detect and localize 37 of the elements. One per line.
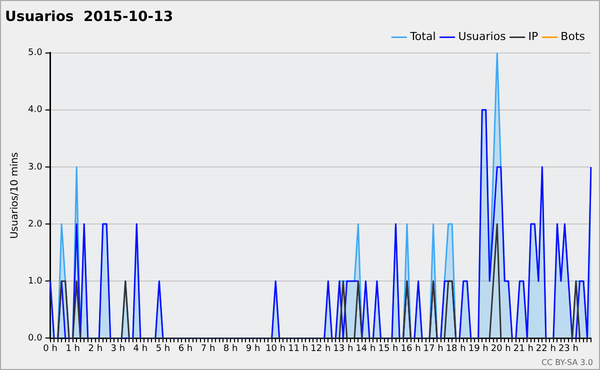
x-tick-label: 2 h: [88, 344, 103, 354]
x-tick-label: 20 h: [490, 344, 511, 354]
legend-label: Bots: [560, 30, 586, 44]
x-tick-label: 16 h: [400, 344, 421, 354]
x-tick-label: 10 h: [266, 344, 286, 354]
y-tick-label: 3.0: [28, 162, 43, 172]
x-tick-label: 0 h: [43, 344, 58, 354]
x-tick-label: 5 h: [156, 344, 170, 354]
x-tick-label: 17 h: [423, 344, 444, 354]
legend-label: Usuarios: [458, 30, 506, 44]
x-tick-label: 3 h: [110, 344, 126, 354]
x-tick-label: 18 h: [446, 344, 466, 354]
y-tick-label: 5.0: [28, 48, 43, 58]
x-tick-label: 6 h: [178, 344, 193, 354]
y-tick-label: 4.0: [28, 105, 43, 116]
text: CC BY-SA 3.0: [541, 358, 593, 368]
x-tick-label: 22 h: [536, 344, 556, 354]
x-tick-label: 8 h: [223, 344, 238, 354]
x-tick-label: 7 h: [200, 344, 216, 354]
x-tick-label: 13 h: [333, 344, 354, 354]
x-tick-label: 19 h: [468, 344, 488, 354]
x-tick-label: 23 h: [558, 344, 578, 354]
y-tick-label: 2.0: [28, 219, 43, 230]
x-tick-label: 14 h: [356, 344, 376, 354]
y-axis-title: Usuarios/10 mins: [10, 152, 21, 239]
x-tick-label: 15 h: [378, 344, 398, 354]
x-tick-label: 21 h: [513, 344, 534, 354]
legend-label: Total: [409, 30, 436, 44]
x-tick-label: 1 h: [66, 344, 80, 354]
chart-title: Usuarios 2015-10-13: [5, 9, 174, 26]
x-tick-label: 12 h: [310, 344, 331, 354]
x-tick-label: 4 h: [133, 344, 148, 354]
y-tick-label: 0.0: [28, 334, 43, 344]
x-tick-label: 11 h: [288, 344, 308, 354]
legend-label: IP: [528, 30, 539, 44]
x-tick-label: 9 h: [246, 344, 260, 354]
y-tick-label: 1.0: [28, 276, 43, 286]
